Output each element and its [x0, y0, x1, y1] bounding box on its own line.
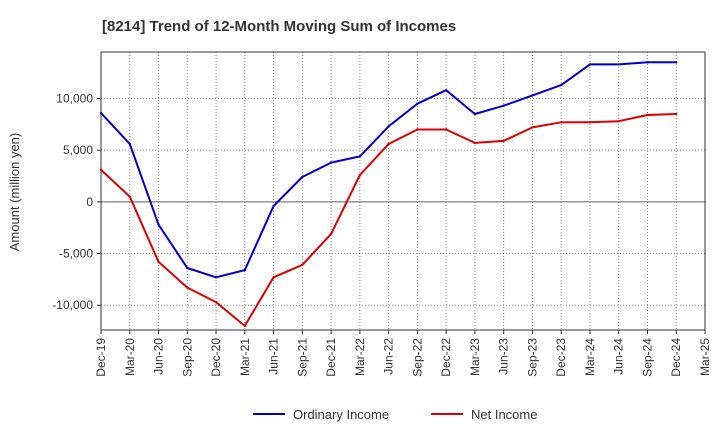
data-point [186, 266, 189, 270]
data-point [272, 204, 275, 208]
data-point [186, 286, 189, 289]
x-tick-label: Jun-22 [382, 338, 396, 375]
grid [100, 52, 706, 330]
data-point [214, 276, 218, 279]
x-tick-label: Mar-21 [238, 338, 252, 376]
data-point [444, 89, 448, 92]
y-axis-label: Amount (million yen) [7, 133, 22, 252]
y-tick-label: 0 [86, 195, 93, 209]
x-tick-label: Sep-23 [525, 338, 539, 377]
x-tick-label: Dec-19 [94, 338, 108, 377]
data-point [387, 142, 390, 146]
y-tick-label: 5,000 [63, 143, 93, 157]
data-point [559, 121, 563, 124]
data-point [358, 173, 362, 177]
y-tick-label: -5,000 [59, 247, 93, 261]
x-tick-label: Jun-24 [612, 338, 626, 375]
data-point [588, 63, 592, 66]
data-point [675, 61, 678, 64]
x-tick-label: Dec-21 [324, 338, 338, 377]
data-point [416, 128, 419, 131]
data-point [416, 102, 419, 105]
data-point [444, 128, 448, 131]
x-tick-label: Sep-21 [295, 338, 309, 377]
data-point [157, 223, 160, 226]
data-point [531, 94, 534, 97]
x-tick-label: Sep-22 [410, 338, 424, 377]
x-tick-label: Mar-25 [698, 338, 712, 376]
x-tick-label: Sep-24 [640, 338, 654, 377]
data-point [301, 175, 304, 179]
legend: Ordinary Income Net Income [253, 407, 537, 422]
data-point [128, 195, 131, 198]
data-point [99, 111, 103, 115]
legend-label: Net Income [471, 407, 537, 422]
x-tick-label: Mar-24 [583, 338, 597, 376]
data-point [99, 168, 103, 172]
x-tick-label: Mar-22 [353, 338, 367, 376]
x-tick-label: Sep-20 [180, 338, 194, 377]
data-point [646, 61, 649, 64]
data-point [358, 155, 362, 158]
plot-frame [100, 51, 706, 331]
x-tick-label: Dec-20 [209, 338, 223, 377]
data-point [617, 120, 620, 123]
x-tick-label: Mar-23 [468, 338, 482, 376]
data-point [502, 139, 505, 143]
data-point [473, 141, 477, 145]
x-tick-label: Jun-20 [152, 338, 166, 375]
series-lines [99, 61, 678, 328]
y-tick-label: -10,000 [52, 298, 93, 312]
x-tick-label: Jun-23 [497, 338, 511, 375]
data-point [473, 112, 477, 116]
data-point [301, 263, 304, 267]
chart-title: [8214] Trend of 12-Month Moving Sum of I… [102, 18, 456, 35]
data-point [646, 113, 649, 117]
data-point [329, 232, 333, 236]
data-point [128, 142, 131, 146]
data-point [559, 83, 563, 87]
x-tick-label: Dec-24 [669, 338, 683, 377]
data-point [157, 260, 160, 263]
data-point [531, 126, 534, 129]
x-tick-label: Dec-23 [554, 338, 568, 377]
y-tick-label: 10,000 [56, 92, 93, 106]
data-point [272, 276, 275, 279]
data-point [329, 161, 333, 164]
x-tick-label: Jun-21 [267, 338, 281, 375]
x-tick-label: Mar-20 [123, 338, 137, 376]
data-point [617, 63, 620, 66]
data-point [243, 324, 247, 328]
x-tick-label: Dec-22 [439, 338, 453, 377]
x-axis: Dec-19 Mar-20 Jun-20 Sep-20 Dec-20 Mar-21 Jun-… [94, 330, 712, 377]
data-point [502, 104, 505, 107]
legend-label: Ordinary Income [293, 407, 389, 422]
data-point [214, 300, 218, 304]
data-point [675, 112, 678, 116]
y-axis: -10,000 -5,000 0 5,000 10,000 [52, 92, 101, 312]
data-point [588, 121, 592, 124]
data-point [243, 268, 247, 272]
data-point [387, 125, 390, 128]
